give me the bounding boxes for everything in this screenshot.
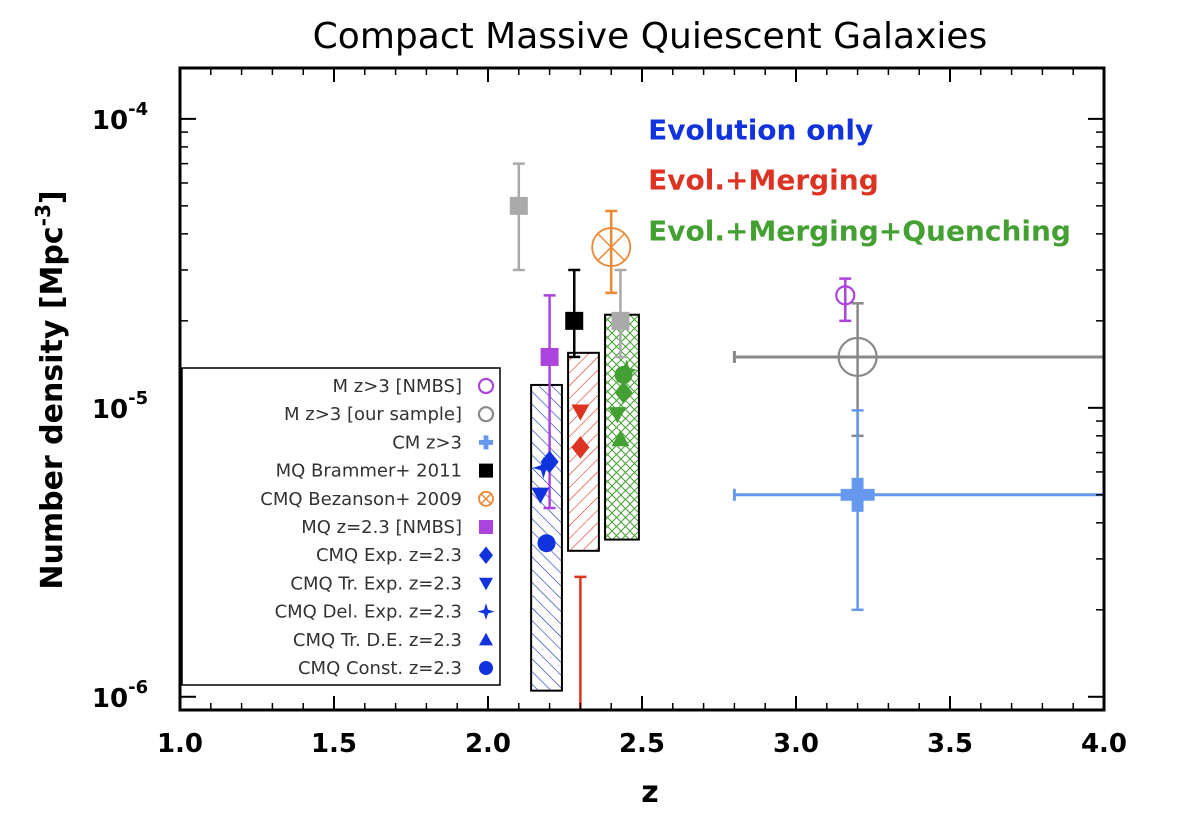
legend-label-8: CMQ Del. Exp. z=2.3	[275, 602, 462, 623]
legend-label-9: CMQ Tr. D.E. z=2.3	[293, 630, 462, 651]
legend-label-6: CMQ Exp. z=2.3	[316, 545, 462, 566]
x-tick-label-4: 3.0	[773, 729, 819, 759]
legend-marker-4-ring	[478, 490, 494, 507]
y-tick-label-0: 10-6	[92, 677, 148, 714]
legend-marker-2	[479, 435, 493, 450]
band-fill-2	[605, 314, 639, 540]
x-tick-label-5: 3.5	[927, 729, 973, 759]
band-outline-1	[567, 351, 600, 552]
legend-label-3: MQ Brammer+ 2011	[276, 461, 462, 482]
annotation-2: Evol.+Merging+Quenching	[648, 214, 1071, 247]
legend-marker-2-v	[483, 435, 489, 450]
point-s10-p0	[537, 534, 556, 553]
legend-marker-3	[479, 463, 493, 478]
x-tick-label-6: 4.0	[1081, 729, 1127, 759]
y-axis-label-close: ]	[35, 190, 70, 204]
legend-marker-8	[477, 603, 495, 620]
legend-label-2: CM z>3	[392, 432, 462, 453]
legend-marker-4-cross-b	[480, 493, 492, 505]
point-s2-p0-v	[851, 477, 864, 512]
legend-marker-0	[477, 377, 495, 395]
y-tick-label-2: 10-4	[92, 99, 148, 136]
annotations: Evolution only Evol.+Merging Evol.+Merging…	[648, 113, 1071, 247]
point-s3-p0	[565, 311, 584, 330]
point-s11-p1	[611, 311, 630, 330]
legend-label-7: CMQ Tr. Exp. z=2.3	[290, 573, 462, 594]
point-s7-p0	[531, 487, 550, 504]
legend-marker-9	[479, 632, 493, 646]
legend-marker-7	[479, 577, 493, 591]
point-s4-p0-ring	[591, 227, 632, 267]
annotation-0: Evolution only	[648, 113, 873, 146]
annotation-1: Evol.+Merging	[648, 163, 879, 196]
point-s4-p0	[591, 227, 632, 267]
x-tick-label-3: 2.5	[619, 729, 665, 759]
y-tick-label-1: 10-5	[92, 388, 148, 425]
legend-label-10: CMQ Const. z=2.3	[298, 658, 462, 679]
legend-marker-5	[479, 520, 493, 534]
legend-label-0: M z>3 [NMBS]	[333, 376, 462, 397]
x-axis: 1.0 1.5 2.0 2.5 3.0 3.5 4.0	[157, 68, 1127, 759]
x-tick-label-2: 2.0	[465, 729, 511, 759]
x-tick-label-0: 1.0	[157, 729, 203, 759]
x-axis-label: z	[641, 775, 658, 810]
legend: M z>3 [NMBS] M z>3 [our sample] CM z>3 MQ B…	[181, 367, 501, 686]
legend-marker-10	[479, 661, 493, 675]
legend-label-1: M z>3 [our sample]	[284, 404, 462, 425]
legend-box	[181, 367, 501, 686]
point-s10-p1	[614, 365, 633, 384]
point-s11-p0	[509, 196, 528, 215]
point-s6-p2	[614, 381, 633, 404]
legend-marker-4	[478, 490, 494, 507]
chart-title: Compact Massive Quiescent Galaxies	[313, 16, 988, 57]
y-axis-label: Number density [Mpc-3]	[31, 190, 70, 589]
point-s6-p1	[571, 436, 590, 459]
legend-label-4: CMQ Bezanson+ 2009	[260, 489, 462, 510]
legend-marker-1	[477, 406, 495, 423]
legend-label-5: MQ z=2.3 [NMBS]	[301, 517, 462, 538]
markers-layer	[509, 196, 878, 553]
band-outline-0	[530, 383, 563, 692]
point-s4-p0-cross-b	[597, 233, 626, 262]
point-s5-p0	[540, 347, 559, 366]
point-s9-p0	[611, 430, 630, 447]
point-s1-p0	[837, 336, 878, 378]
point-s7-p1	[571, 404, 590, 421]
point-s0-p0	[835, 285, 856, 306]
legend-marker-6	[479, 546, 493, 564]
point-s2-p0	[840, 477, 875, 512]
point-s8-p0	[532, 457, 555, 479]
point-s7-p2	[608, 407, 627, 424]
errorbars-layer	[512, 162, 1106, 710]
y-axis-label-exponent: -3	[31, 204, 55, 226]
x-tick-label-1: 1.5	[311, 729, 357, 759]
